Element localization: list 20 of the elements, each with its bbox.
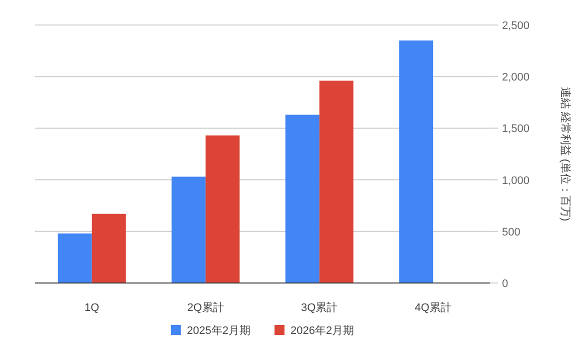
bar xyxy=(92,214,126,283)
y-tick-label: 1,000 xyxy=(502,174,530,187)
y-tick-label: 1,500 xyxy=(502,123,530,136)
bar xyxy=(58,233,92,283)
y-tick-label: 0 xyxy=(502,278,508,290)
y-tick-label: 500 xyxy=(502,226,520,238)
y-tick-label: 2,000 xyxy=(502,72,530,84)
bar xyxy=(319,80,354,283)
y-tick-label: 2,500 xyxy=(502,20,530,32)
y-axis-title: 連結 経常利益 (単位：百万) xyxy=(559,86,572,222)
bar xyxy=(172,176,206,283)
bar xyxy=(206,135,240,283)
bar xyxy=(399,40,434,283)
legend-label: 2026年2月期 xyxy=(290,325,354,337)
legend-label: 2025年2月期 xyxy=(186,325,250,337)
x-tick-label: 4Q累計 xyxy=(414,301,452,314)
x-tick-label: 1Q xyxy=(84,302,100,314)
x-tick-label: 2Q累計 xyxy=(187,301,224,314)
bar xyxy=(285,114,320,283)
x-tick-label: 3Q累計 xyxy=(301,301,338,314)
